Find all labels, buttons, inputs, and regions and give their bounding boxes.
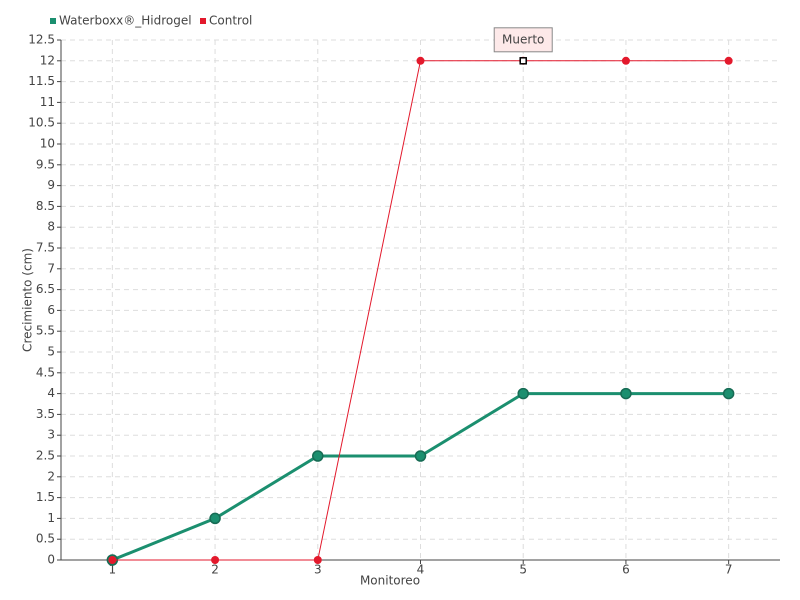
data-point	[414, 450, 427, 462]
x-tick-label: 3	[314, 563, 322, 577]
data-point	[722, 387, 735, 400]
y-tick-label: 8	[47, 220, 55, 234]
data-point	[211, 556, 220, 564]
y-tick-label: 9.5	[36, 157, 55, 171]
data-point	[724, 56, 733, 65]
y-tick-label: 4	[47, 386, 55, 400]
y-tick-label: 11	[40, 95, 55, 109]
x-tick-label: 4	[417, 563, 425, 577]
y-tick-label: 0	[47, 553, 55, 567]
y-axis-title: Crecimiento (cm)	[21, 248, 35, 352]
y-tick-label: 5	[47, 345, 55, 359]
data-point	[621, 56, 630, 65]
y-tick-label: 6.5	[36, 282, 55, 296]
data-point	[312, 450, 324, 462]
x-tick-label: 2	[211, 563, 219, 577]
y-tick-label: 0.5	[36, 532, 55, 546]
y-tick-label: 9	[47, 178, 55, 192]
data-point	[416, 56, 425, 65]
y-tick-label: 3.5	[36, 407, 55, 421]
y-tick-label: 10	[40, 137, 55, 151]
data-point	[108, 556, 117, 564]
y-tick-label: 11.5	[28, 74, 55, 88]
x-tick-label: 6	[622, 563, 630, 577]
legend-label: Waterboxx®_Hidrogel	[59, 14, 192, 28]
y-tick-label: 10.5	[28, 116, 55, 130]
y-tick-label: 1	[47, 511, 55, 525]
y-tick-label: 4.5	[36, 365, 55, 379]
y-tick-label: 5.5	[36, 324, 55, 338]
legend-swatch	[50, 18, 56, 24]
y-tick-label: 7	[47, 261, 55, 275]
y-tick-label: 12.5	[28, 33, 55, 47]
data-point	[517, 387, 529, 400]
y-tick-label: 3	[47, 428, 55, 442]
y-tick-label: 2	[47, 469, 55, 483]
annotation-label: Muerto	[502, 32, 544, 46]
data-point	[620, 387, 632, 400]
y-tick-label: 1.5	[36, 490, 55, 504]
y-tick-label: 2.5	[36, 449, 55, 463]
legend-label: Control	[209, 14, 252, 28]
annotation-box	[493, 27, 553, 53]
y-tick-label: 6	[47, 303, 55, 317]
annotation-marker	[519, 57, 527, 65]
x-tick-label: 1	[109, 563, 117, 577]
data-point	[209, 512, 221, 525]
y-tick-label: 12	[40, 53, 55, 67]
x-tick-label: 7	[725, 563, 733, 577]
x-axis-title: Monitoreo	[360, 574, 420, 588]
legend-swatch	[200, 18, 206, 24]
y-tick-label: 8.5	[36, 199, 55, 213]
x-tick-label: 5	[519, 563, 527, 577]
data-point	[313, 556, 322, 564]
y-tick-label: 7.5	[36, 241, 55, 255]
